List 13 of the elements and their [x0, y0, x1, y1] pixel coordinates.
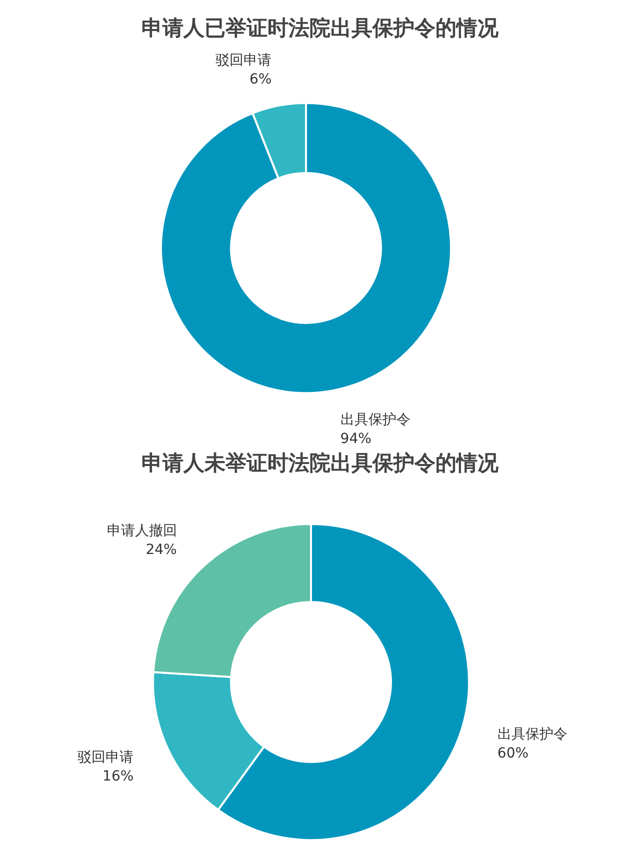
chart-title: 申请人未举证时法院出具保护令的情况 — [142, 451, 500, 475]
data-label: 16% — [102, 768, 134, 784]
slice-label: 驳回申请 — [216, 52, 272, 68]
data-label: 94% — [340, 430, 372, 447]
data-label: 60% — [497, 746, 529, 762]
data-label: 6% — [249, 71, 272, 88]
slice-label: 驳回申请 — [78, 749, 134, 766]
data-label: 24% — [146, 542, 177, 558]
slice-label: 出具保护令 — [340, 412, 410, 428]
chart-title: 申请人已举证时法院出具保护令的情况 — [142, 16, 500, 40]
slice-label: 出具保护令 — [497, 726, 568, 743]
slice-label: 申请人撤回 — [106, 523, 177, 540]
donut-slice — [160, 102, 452, 394]
